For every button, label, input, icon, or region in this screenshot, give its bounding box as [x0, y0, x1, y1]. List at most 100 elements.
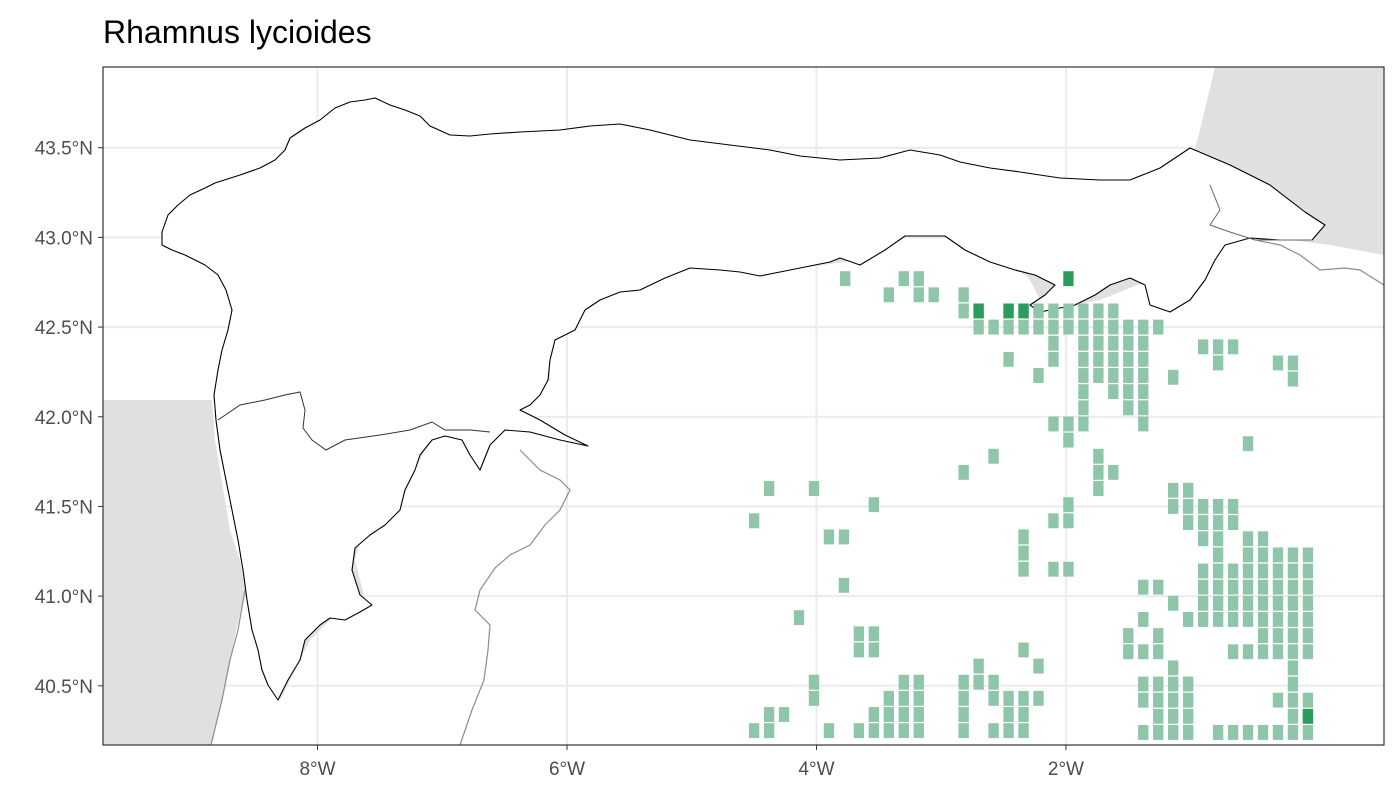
- occurrence-cell: [1302, 644, 1314, 660]
- occurrence-cell: [1093, 319, 1104, 335]
- occurrence-cell: [973, 319, 984, 335]
- occurrence-cell: [1302, 612, 1314, 627]
- occurrence-cell: [1168, 660, 1179, 676]
- occurrence-cell: [913, 674, 924, 690]
- occurrence-cell: [913, 690, 924, 706]
- occurrence-cell: [1227, 725, 1239, 740]
- occurrence-cell: [1227, 579, 1239, 595]
- occurrence-cell: [1093, 335, 1104, 351]
- occurrence-cell: [1227, 644, 1239, 660]
- occurrence-cell: [1287, 563, 1299, 579]
- occurrence-cell: [1153, 708, 1164, 724]
- occurrence-cell: [1168, 692, 1179, 708]
- occurrence-cell: [958, 723, 969, 739]
- occurrence-cell: [898, 271, 909, 287]
- occurrence-cell: [1272, 547, 1284, 563]
- occurrence-cell: [1227, 595, 1239, 611]
- occurrence-cell: [1018, 319, 1029, 335]
- occurrence-cell: [1242, 563, 1254, 579]
- occurrence-cell: [1078, 319, 1089, 335]
- occurrence-cell: [1302, 628, 1314, 644]
- occurrence-cell: [1212, 355, 1224, 371]
- occurrence-cell: [1182, 515, 1194, 531]
- occurrence-cell: [1138, 400, 1149, 416]
- occurrence-cell: [898, 707, 909, 722]
- occurrence-cell: [1123, 628, 1134, 644]
- occurrence-cell: [1287, 708, 1299, 724]
- occurrence-cell: [1287, 371, 1299, 387]
- occurrence-cell: [1272, 612, 1284, 627]
- occurrence-cell: [1212, 499, 1224, 514]
- occurrence-cell-highlight: [1302, 708, 1314, 724]
- occurrence-cell: [1287, 660, 1299, 676]
- occurrence-cell: [1257, 725, 1269, 740]
- occurrence-cell: [1257, 579, 1269, 595]
- occurrence-cell: [748, 513, 760, 529]
- occurrence-cell: [1287, 676, 1299, 692]
- occurrence-cell: [1063, 303, 1074, 319]
- occurrence-cell: [868, 723, 880, 739]
- coastline: [210, 589, 246, 745]
- occurrence-cell: [808, 481, 820, 496]
- occurrence-cell: [1063, 561, 1074, 577]
- occurrence-cell: [1212, 515, 1224, 531]
- occurrence-cell: [1212, 339, 1224, 355]
- occurrence-cell: [868, 642, 880, 658]
- occurrence-cell: [1302, 563, 1314, 579]
- occurrence-cell: [1257, 644, 1269, 660]
- occurrence-cell: [1108, 384, 1119, 400]
- occurrence-cell: [1287, 355, 1299, 371]
- occurrence-cell: [1227, 612, 1239, 627]
- occurrence-cell: [1242, 612, 1254, 627]
- occurrence-cell: [1048, 319, 1059, 335]
- occurrence-cell: [1242, 547, 1254, 563]
- occurrence-cell: [1242, 531, 1254, 547]
- occurrence-cell: [1138, 725, 1149, 740]
- occurrence-cell: [1272, 644, 1284, 660]
- occurrence-cell: [1242, 644, 1254, 660]
- occurrence-cell: [913, 271, 924, 287]
- occurrence-cell: [1093, 368, 1104, 383]
- occurrence-cell: [1108, 335, 1119, 351]
- plot-border: [102, 66, 1385, 746]
- occurrence-cell: [763, 707, 775, 722]
- occurrence-cell: [1287, 644, 1299, 660]
- occurrence-cell: [1018, 561, 1029, 577]
- occurrence-cell: [853, 626, 865, 642]
- occurrence-cell: [883, 707, 894, 722]
- occurrence-cell: [988, 674, 999, 690]
- occurrence-cell: [988, 723, 999, 739]
- occurrence-cell: [913, 707, 924, 722]
- occurrence-cell: [1078, 400, 1089, 416]
- occurrence-cell: [1138, 368, 1149, 383]
- occurrence-cell: [1093, 448, 1104, 464]
- x-tick-label: 8°W: [299, 759, 335, 780]
- occurrence-cell: [763, 723, 775, 739]
- occurrence-cell: [1197, 531, 1209, 547]
- occurrence-cell: [1138, 692, 1149, 708]
- occurrence-cell: [1048, 335, 1059, 351]
- occurrence-cell: [1138, 351, 1149, 367]
- y-tick-label: 42.0°N: [35, 408, 93, 429]
- occurrence-cell: [838, 529, 850, 545]
- occurrence-cell: [1063, 416, 1074, 432]
- occurrence-cell: [1078, 384, 1089, 400]
- occurrence-cell: [1242, 595, 1254, 611]
- occurrence-cell: [1182, 612, 1194, 627]
- occurrence-cell: [1108, 464, 1119, 480]
- occurrence-cell: [898, 674, 909, 690]
- occurrence-cell: [1212, 612, 1224, 627]
- occurrence-cell: [1078, 303, 1089, 319]
- occurrence-cell: [1123, 319, 1134, 335]
- occurrence-cell: [1287, 692, 1299, 708]
- occurrence-cell: [1123, 400, 1134, 416]
- occurrence-cell: [823, 529, 835, 545]
- occurrence-cell: [898, 723, 909, 739]
- occurrence-cell: [1182, 725, 1194, 740]
- occurrence-cell: [1212, 531, 1224, 547]
- occurrence-cell: [748, 723, 760, 739]
- occurrence-cell: [1078, 416, 1089, 432]
- occurrence-cell-highlight: [1003, 303, 1014, 319]
- occurrence-cell: [1212, 595, 1224, 611]
- occurrence-cell: [1048, 513, 1059, 529]
